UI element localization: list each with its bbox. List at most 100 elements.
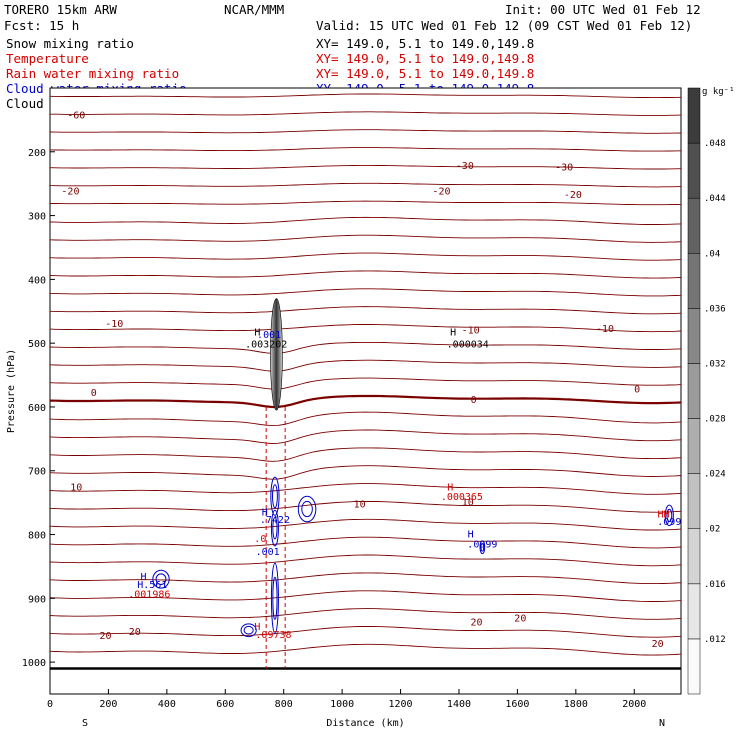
isotherm: [49, 164, 682, 170]
isotherm: [50, 200, 682, 206]
isotherm-label: -10: [596, 324, 614, 335]
x-tick-label: 1600: [505, 699, 529, 710]
isotherm: [49, 234, 682, 243]
extremum-label: .001986: [128, 590, 170, 601]
isotherm: [49, 377, 682, 390]
extremum-label: HH: [657, 509, 669, 520]
center-label: NCAR/MMM: [224, 2, 284, 17]
x-tick-label: 400: [158, 699, 176, 710]
colorbar-tick-label: .028: [704, 415, 726, 425]
isotherm: [49, 518, 682, 531]
isotherm: [49, 643, 682, 656]
isotherm: [49, 411, 682, 427]
x-tick-label: 1800: [564, 699, 588, 710]
field-xy: XY= 149.0, 5.1 to 149.0,149.8: [316, 36, 534, 51]
isotherm-label: 10: [70, 482, 82, 493]
isotherm: [49, 306, 682, 315]
isotherm: [49, 359, 682, 372]
x-tick-label: 200: [99, 699, 117, 710]
y-tick-label: 1000: [22, 658, 46, 669]
colorbar-cell: [687, 142, 701, 199]
isotherm: [49, 129, 682, 134]
isotherm: [49, 324, 682, 333]
cloud-contour-inner: [243, 625, 254, 635]
colorbar-cell: [687, 308, 701, 364]
isotherm-label: -30: [456, 161, 474, 172]
colorbar-tick-label: .048: [704, 139, 726, 149]
extremum-label: .003202: [245, 340, 287, 351]
isotherm: [49, 216, 682, 225]
cloud-contour: [297, 495, 317, 523]
isotherm: [50, 111, 682, 116]
colorbar-tick-label: .016: [704, 580, 726, 590]
colorbar-tick-label: .04: [704, 249, 720, 259]
snow-column: [270, 298, 283, 411]
field-name: Snow mixing ratio: [6, 36, 134, 51]
isotherm-label: 10: [354, 500, 366, 511]
isotherm: [49, 500, 682, 513]
cloud-contour-inner: [271, 484, 278, 509]
extremum-label: H: [447, 483, 453, 494]
colorbar-cell: [687, 87, 701, 144]
colorbar-unit: g kg⁻¹: [702, 87, 735, 97]
isotherm-label: 20: [129, 627, 141, 638]
x-tick-label: 2000: [622, 699, 646, 710]
extremum-label: H: [254, 328, 260, 339]
extremum-label: H: [262, 507, 268, 518]
cloud-contour: [240, 623, 257, 638]
isotherm: [49, 341, 682, 354]
colorbar-tick-label: .02: [704, 525, 720, 535]
colorbar-tick-label: .024: [704, 470, 726, 480]
isotherm: [49, 288, 682, 297]
cloud-contour: [270, 509, 279, 547]
colorbar-cell: [687, 638, 701, 695]
extremum-label: H: [450, 328, 456, 339]
x-tick-label: 0: [47, 699, 53, 710]
extremum-label: H: [140, 572, 146, 583]
y-tick-label: 300: [28, 212, 46, 223]
isotherm: [49, 572, 682, 585]
isotherm: [49, 270, 682, 279]
field-name: Temperature: [6, 51, 89, 66]
y-tick-label: 200: [28, 148, 46, 159]
y-tick-label: 500: [28, 339, 46, 350]
colorbar-tick-label: .044: [704, 194, 726, 204]
y-tick-label: 800: [28, 531, 46, 542]
isotherm: [49, 590, 682, 602]
cloud-contour-inner: [480, 542, 485, 552]
isotherm-label: -20: [432, 186, 450, 197]
cloud-contour: [664, 504, 674, 527]
isotherm-label: -20: [61, 186, 79, 197]
field-xy: XY= 149.0, 5.1 to 149.0,149.8: [316, 66, 534, 81]
forecast-hour: Fcst: 15 h: [4, 18, 79, 33]
x-tick-label: 800: [275, 699, 293, 710]
y-tick-label: 400: [28, 275, 46, 286]
y-tick-label: 700: [28, 467, 46, 478]
cloud-contour: [152, 569, 170, 589]
extremum-label: .0: [254, 534, 266, 545]
cloud-contour: [479, 540, 486, 555]
isotherm-label: -60: [67, 110, 85, 121]
field-name: Rain water mixing ratio: [6, 66, 179, 81]
x-tick-label: 1200: [389, 699, 413, 710]
isotherm-label: -10: [462, 325, 480, 336]
north-label: N: [659, 718, 665, 729]
extremum-label: H.561: [137, 580, 167, 591]
colorbar-cell: [687, 253, 701, 309]
extremum-label: H: [468, 530, 474, 541]
cloud-contour-inner: [272, 516, 278, 540]
x-tick-label: 1000: [330, 699, 354, 710]
cloud-contour-inner: [666, 508, 673, 523]
cloud-contour-inner: [272, 576, 278, 620]
south-label: S: [82, 718, 88, 729]
isotherm-label: -30: [555, 163, 573, 174]
isotherm-label: 0: [634, 385, 640, 396]
y-axis-label: Pressure (hPa): [6, 349, 17, 433]
isotherm-label: 20: [99, 631, 111, 642]
isotherm: [49, 252, 682, 261]
cloud-contour-inner: [155, 573, 167, 586]
extremum-label: .001: [256, 547, 280, 558]
isotherm-label: -10: [105, 319, 123, 330]
colorbar: .012 .016 .02 .024 .028 .032 .036 .04 .044 .048 g …: [687, 87, 735, 695]
